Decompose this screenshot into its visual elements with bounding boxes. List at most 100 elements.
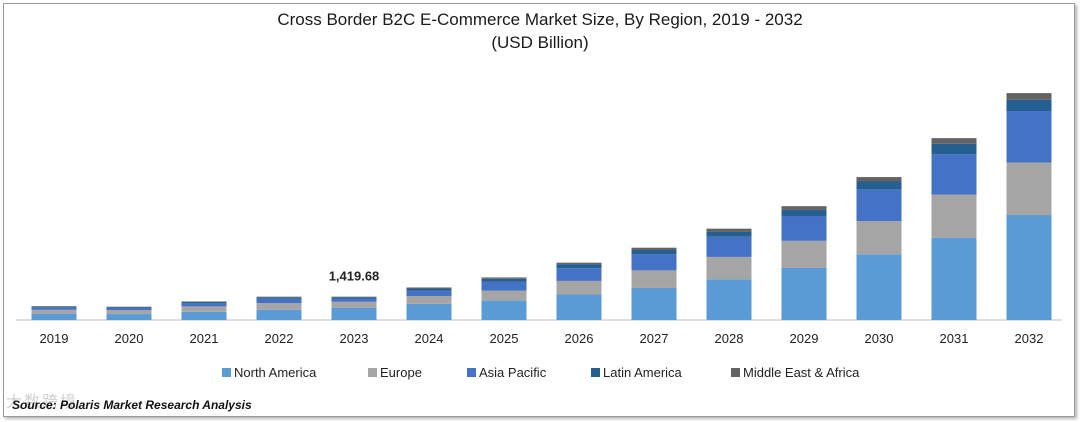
- bar-2024-latin-america: [406, 288, 452, 291]
- bar-2025-middle-east-africa: [481, 277, 527, 279]
- bar-2031-asia-pacific: [931, 154, 977, 195]
- bar-2020-latin-america: [106, 307, 152, 308]
- bar-2019-europe: [31, 309, 77, 314]
- bar-2029-latin-america: [781, 209, 827, 217]
- bar-2027-europe: [631, 270, 677, 288]
- bar-2021-latin-america: [181, 301, 227, 304]
- legend-swatch-middle-east-africa: [731, 368, 740, 377]
- bar-2019-north-america: [31, 313, 77, 320]
- bar-2022-latin-america: [256, 297, 302, 299]
- bar-2029-middle-east-africa: [781, 206, 827, 210]
- bar-2023-middle-east-africa: [331, 296, 377, 298]
- bar-2032-north-america: [1006, 215, 1052, 320]
- x-tick-label-2020: 2020: [115, 331, 144, 346]
- data-labels: 1,419.68: [329, 269, 380, 284]
- bar-2024-middle-east-africa: [406, 287, 452, 289]
- bar-group: [31, 93, 1052, 320]
- bar-2022-europe: [256, 303, 302, 310]
- bar-2030-middle-east-africa: [856, 177, 902, 182]
- legend-label-latin-america: Latin America: [603, 365, 683, 380]
- bar-2023-europe: [331, 301, 377, 308]
- bar-2030-latin-america: [856, 181, 902, 190]
- x-tick-label-2030: 2030: [865, 331, 894, 346]
- legend-swatch-north-america: [222, 368, 231, 377]
- bar-2024-europe: [406, 296, 452, 304]
- bar-2022-middle-east-africa: [256, 296, 302, 298]
- x-tick-label-2023: 2023: [340, 331, 369, 346]
- bar-2021-north-america: [181, 311, 227, 320]
- bar-2032-middle-east-africa: [1006, 93, 1052, 100]
- bar-2029-asia-pacific: [781, 216, 827, 241]
- bar-2028-latin-america: [706, 231, 752, 237]
- legend-swatch-europe: [368, 368, 377, 377]
- x-tick-label-2029: 2029: [790, 331, 819, 346]
- legend-label-middle-east-africa: Middle East & Africa: [743, 365, 860, 380]
- bar-2032-latin-america: [1006, 99, 1052, 112]
- legend-label-asia-pacific: Asia Pacific: [479, 365, 547, 380]
- x-tick-label-2028: 2028: [715, 331, 744, 346]
- source-note: Source: Polaris Market Research Analysis: [12, 398, 252, 412]
- bar-2025-latin-america: [481, 278, 527, 282]
- legend-swatch-asia-pacific: [467, 368, 476, 377]
- bar-2019-latin-america: [31, 306, 77, 308]
- bar-2025-asia-pacific: [481, 281, 527, 291]
- bar-2030-north-america: [856, 254, 902, 320]
- bar-2031-europe: [931, 194, 977, 238]
- bar-2026-middle-east-africa: [556, 262, 602, 265]
- x-tick-label-2031: 2031: [940, 331, 969, 346]
- bar-2024-asia-pacific: [406, 290, 452, 297]
- bar-2021-asia-pacific: [181, 303, 227, 307]
- legend-swatch-latin-america: [591, 368, 600, 377]
- bar-2021-middle-east-africa: [181, 301, 227, 302]
- bar-2027-middle-east-africa: [631, 247, 677, 251]
- bar-2031-north-america: [931, 237, 977, 320]
- bar-2028-north-america: [706, 279, 752, 320]
- bar-2026-europe: [556, 280, 602, 295]
- bar-2024-north-america: [406, 303, 452, 320]
- legend: North America Europe Asia Pacific Latin Ame…: [222, 365, 860, 380]
- bar-2020-asia-pacific: [106, 307, 152, 311]
- bar-2023-asia-pacific: [331, 298, 377, 302]
- x-tick-label-2025: 2025: [490, 331, 519, 346]
- bar-2022-north-america: [256, 309, 302, 320]
- bar-2020-europe: [106, 310, 152, 315]
- legend-label-north-america: North America: [234, 365, 317, 380]
- x-tick-label-2032: 2032: [1015, 331, 1044, 346]
- bar-2019-middle-east-africa: [31, 306, 77, 307]
- bar-2025-north-america: [481, 300, 527, 320]
- bar-2026-asia-pacific: [556, 268, 602, 281]
- bar-2030-asia-pacific: [856, 189, 902, 222]
- x-tick-label-2021: 2021: [190, 331, 219, 346]
- bar-2028-asia-pacific: [706, 236, 752, 257]
- bar-2028-europe: [706, 256, 752, 280]
- x-tick-label-2022: 2022: [265, 331, 294, 346]
- chart-subtitle: (USD Billion): [491, 33, 589, 52]
- bar-2020-north-america: [106, 314, 152, 320]
- watermark: 大数跨境: [6, 392, 79, 411]
- bar-2027-north-america: [631, 287, 677, 320]
- bar-2028-middle-east-africa: [706, 228, 752, 232]
- bar-2021-europe: [181, 306, 227, 312]
- bar-2029-europe: [781, 240, 827, 268]
- bar-2023-latin-america: [331, 297, 377, 299]
- bar-2030-europe: [856, 221, 902, 255]
- bar-2031-middle-east-africa: [931, 138, 977, 144]
- bar-2020-middle-east-africa: [106, 306, 152, 308]
- x-tick-label-2024: 2024: [415, 331, 444, 346]
- bar-2031-latin-america: [931, 143, 977, 155]
- x-tick-label-2026: 2026: [565, 331, 594, 346]
- bar-2032-europe: [1006, 162, 1052, 216]
- bar-2029-north-america: [781, 267, 827, 320]
- chart-title: Cross Border B2C E-Commerce Market Size,…: [277, 10, 803, 29]
- bar-2032-asia-pacific: [1006, 111, 1052, 163]
- bar-2026-latin-america: [556, 264, 602, 269]
- x-tick-label-2027: 2027: [640, 331, 669, 346]
- legend-label-europe: Europe: [380, 365, 422, 380]
- bar-2022-asia-pacific: [256, 298, 302, 304]
- bar-2026-north-america: [556, 294, 602, 320]
- bar-2027-asia-pacific: [631, 254, 677, 271]
- bar-2023-north-america: [331, 307, 377, 320]
- x-tick-label-2019: 2019: [40, 331, 69, 346]
- data-label-2023: 1,419.68: [329, 269, 380, 284]
